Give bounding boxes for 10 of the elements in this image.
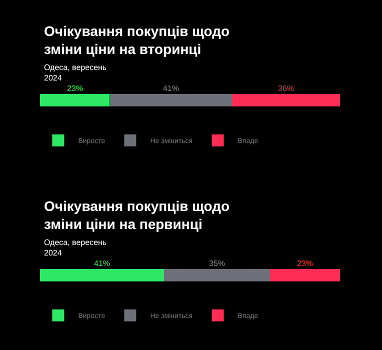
- data-label: 23%: [297, 259, 314, 268]
- chart-title: Очікування покупців щодо зміни ціни на вторинці: [44, 23, 230, 58]
- chart-title: Очікування покупців щодо зміни ціни на первинці: [44, 198, 230, 232]
- chart-subtitle: Одеса, вересень 2024: [44, 63, 107, 82]
- data-label: 23%: [67, 84, 84, 93]
- data-label: 41%: [163, 84, 180, 93]
- data-label: 41%: [94, 259, 110, 268]
- chart-subtitle: Одеса, вересень 2024: [44, 238, 107, 258]
- data-label: 35%: [209, 259, 226, 268]
- data-label: 36%: [278, 84, 294, 93]
